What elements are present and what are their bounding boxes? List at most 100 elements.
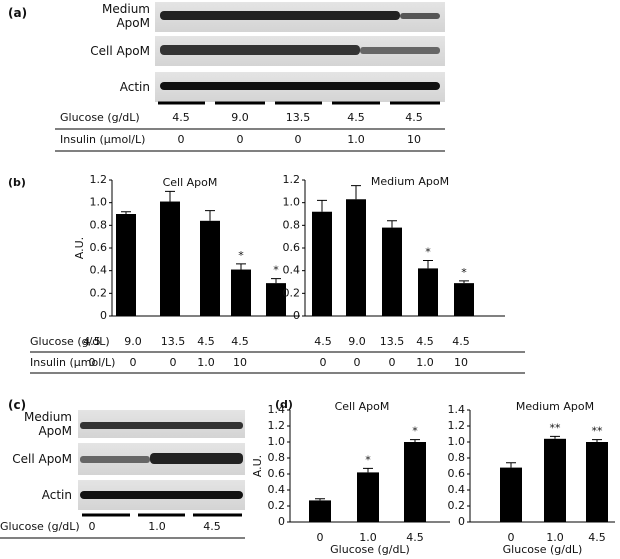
y-tick-label: 0.2 bbox=[268, 499, 286, 512]
panel-label: (a) bbox=[8, 6, 28, 20]
chart-title: Medium ApoM bbox=[516, 400, 594, 413]
y-tick-label: 0.2 bbox=[283, 286, 301, 299]
annotation: * bbox=[425, 245, 431, 258]
error-bar bbox=[423, 259, 433, 269]
error-bar bbox=[363, 467, 373, 473]
y-tick-label: 0 bbox=[458, 515, 465, 528]
x-tick-label: 4.5 bbox=[231, 335, 249, 348]
y-tick-label: 0.8 bbox=[90, 218, 108, 231]
x-tick-label: 4.5 bbox=[416, 335, 434, 348]
blot-row-label: Cell ApoM bbox=[12, 452, 72, 466]
y-tick-label: 0.2 bbox=[90, 286, 108, 299]
y-tick-label: 1.2 bbox=[90, 173, 108, 186]
blot-row-label: Medium ApoM bbox=[24, 410, 72, 438]
lane-label: 1.0 bbox=[347, 133, 365, 146]
lane-label: 10 bbox=[407, 133, 421, 146]
error-bar bbox=[387, 220, 397, 228]
panel-label: (b) bbox=[8, 176, 26, 189]
bar bbox=[266, 283, 286, 316]
error-bar bbox=[459, 280, 469, 284]
x-tick-label: 0 bbox=[317, 531, 324, 544]
blot-row-label: Medium ApoM bbox=[102, 2, 150, 30]
y-tick-label: 1.0 bbox=[90, 196, 108, 209]
bar bbox=[309, 500, 331, 522]
chart-title: Cell ApoM bbox=[335, 400, 390, 413]
bar bbox=[418, 268, 438, 316]
error-bar bbox=[205, 210, 215, 221]
x-axis-label: Glucose (g/dL) bbox=[330, 543, 410, 556]
y-tick-label: 0.8 bbox=[268, 451, 286, 464]
bar bbox=[544, 438, 566, 522]
y-tick-label: 1.2 bbox=[448, 419, 466, 432]
row-label: Insulin (μmol/L) bbox=[60, 133, 145, 146]
row-label: Insulin (μmol/L) bbox=[30, 356, 115, 369]
x-tick-label: 4.5 bbox=[197, 335, 215, 348]
error-bar bbox=[410, 439, 420, 442]
x-tick-label: 4.5 bbox=[588, 531, 606, 544]
bar bbox=[200, 220, 220, 316]
lane-label: 0 bbox=[178, 133, 185, 146]
error-bar bbox=[315, 498, 325, 501]
annotation: * bbox=[238, 249, 244, 262]
annotation: * bbox=[412, 425, 418, 438]
row-label: Glucose (g/dL) bbox=[0, 520, 80, 533]
y-axis-label: A.U. bbox=[251, 455, 264, 477]
bar bbox=[116, 214, 136, 316]
error-bar bbox=[271, 278, 281, 284]
x-tick-label-2: 0 bbox=[354, 356, 361, 369]
y-tick-label: 0.8 bbox=[283, 218, 301, 231]
x-axis-label: Glucose (g/dL) bbox=[503, 543, 583, 556]
y-tick-label: 1.2 bbox=[283, 173, 301, 186]
bar bbox=[454, 283, 474, 316]
lane-label: 1.0 bbox=[148, 520, 166, 533]
bar bbox=[312, 211, 332, 316]
bar bbox=[357, 472, 379, 522]
bar bbox=[382, 227, 402, 316]
x-tick-label: 4.5 bbox=[406, 531, 424, 544]
y-tick-label: 1.0 bbox=[283, 196, 301, 209]
x-tick-label-2: 10 bbox=[233, 356, 247, 369]
error-bar bbox=[165, 190, 175, 202]
row-label: Glucose (g/dL) bbox=[60, 111, 140, 124]
y-tick-label: 0.4 bbox=[283, 264, 301, 277]
lane-label: 4.5 bbox=[347, 111, 365, 124]
y-axis-label: A.U. bbox=[73, 237, 86, 259]
y-tick-label: 0.4 bbox=[90, 264, 108, 277]
lane-label: 4.5 bbox=[203, 520, 221, 533]
chart-title: Cell ApoM bbox=[163, 176, 218, 189]
row-label: Glucose (g/dL) bbox=[30, 335, 110, 348]
lane-label: 9.0 bbox=[231, 111, 249, 124]
y-tick-label: 0.6 bbox=[90, 241, 108, 254]
lane-label: 0 bbox=[237, 133, 244, 146]
blot-row-label: Cell ApoM bbox=[90, 44, 150, 58]
x-tick-label-2: 0 bbox=[389, 356, 396, 369]
x-tick-label: 9.0 bbox=[124, 335, 142, 348]
y-tick-label: 0.6 bbox=[283, 241, 301, 254]
y-tick-label: 1.4 bbox=[268, 403, 286, 416]
x-tick-label: 13.5 bbox=[161, 335, 186, 348]
y-tick-label: 1.2 bbox=[268, 419, 286, 432]
y-tick-label: 0.4 bbox=[268, 483, 286, 496]
x-tick-label: 4.5 bbox=[83, 335, 101, 348]
x-tick-label-2: 1.0 bbox=[416, 356, 434, 369]
blot-row-label: Actin bbox=[119, 80, 150, 94]
x-tick-label: 0 bbox=[508, 531, 515, 544]
bar bbox=[500, 467, 522, 522]
blot-row-label: Actin bbox=[41, 488, 72, 502]
y-tick-label: 1.4 bbox=[448, 403, 466, 416]
lane-label: 13.5 bbox=[286, 111, 311, 124]
error-bar bbox=[317, 199, 327, 212]
bar bbox=[231, 269, 251, 316]
x-tick-label: 13.5 bbox=[380, 335, 405, 348]
y-tick-label: 0.4 bbox=[448, 483, 466, 496]
lane-label: 4.5 bbox=[172, 111, 190, 124]
y-tick-label: 0.8 bbox=[448, 451, 466, 464]
y-tick-label: 0.6 bbox=[448, 467, 466, 480]
x-tick-label: 1.0 bbox=[359, 531, 377, 544]
x-tick-label-2: 1.0 bbox=[197, 356, 215, 369]
y-tick-label: 0 bbox=[100, 309, 107, 322]
error-bar bbox=[506, 462, 516, 468]
y-tick-label: 1.0 bbox=[448, 435, 466, 448]
error-bar bbox=[236, 263, 246, 270]
